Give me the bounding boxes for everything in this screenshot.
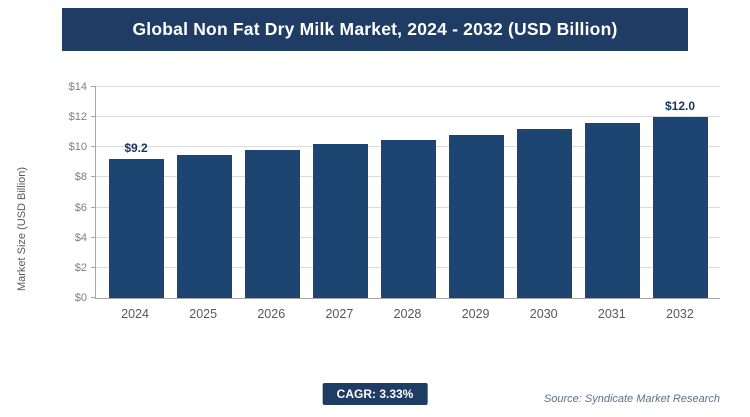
x-tick-label: 2024 xyxy=(121,307,149,321)
bar-slot xyxy=(312,87,368,298)
plot-area: $0 $2 $4 $6 $8 $10 $12 $14 $9.2 $12.0 xyxy=(69,81,720,304)
y-axis-title: Market Size (USD Billion) xyxy=(16,166,28,292)
y-tick-mark xyxy=(91,146,96,148)
gridline xyxy=(96,86,720,87)
y-tick-mark xyxy=(91,176,96,178)
bar-2031 xyxy=(584,123,640,298)
bar-slot xyxy=(584,87,640,298)
bar-2024: $9.2 xyxy=(108,141,164,298)
bar-slot xyxy=(244,87,300,298)
chart-title: Global Non Fat Dry Milk Market, 2024 - 2… xyxy=(132,19,618,39)
title-banner: Global Non Fat Dry Milk Market, 2024 - 2… xyxy=(62,8,688,51)
source-text: Source: Syndicate Market Research xyxy=(543,393,720,405)
y-tick-mark xyxy=(91,86,96,87)
y-tick-mark xyxy=(91,297,96,298)
bar-slot xyxy=(176,87,232,298)
y-tick-label: $12 xyxy=(68,111,87,124)
x-tick-label: 2027 xyxy=(325,307,354,321)
bar-slot xyxy=(448,87,504,298)
y-tick-label: $14 xyxy=(68,81,87,93)
y-tick-mark xyxy=(91,266,96,268)
chart-outer: $0 $2 $4 $6 $8 $10 $12 $14 $9.2 $12.0 2024 2025 20… xyxy=(69,81,720,321)
bar-slot xyxy=(516,87,572,298)
x-tick-label: 2026 xyxy=(257,307,286,321)
bar-2025 xyxy=(176,154,232,298)
bar-2027 xyxy=(312,144,368,298)
bar-value-label: $12.0 xyxy=(664,99,696,114)
cagr-badge: CAGR: 3.33% xyxy=(322,383,428,405)
x-tick-label: 2030 xyxy=(529,307,558,321)
x-tick-label: 2028 xyxy=(393,307,422,321)
y-tick-label: $8 xyxy=(74,171,87,184)
y-tick-mark xyxy=(91,236,96,238)
y-tick-mark xyxy=(91,116,96,118)
x-tick-label: 2025 xyxy=(189,307,218,321)
bar-value-label: $9.2 xyxy=(124,141,148,156)
chart-region: Market Size (USD Billion) $0 $2 $4 $6 $8 $10 $… xyxy=(0,81,750,321)
x-labels: 2024 2025 2026 2027 2028 2029 2030 2031 2032 xyxy=(95,307,720,321)
bar-2032: $12.0 xyxy=(652,99,708,298)
y-tick-mark xyxy=(91,206,96,208)
bar-2028 xyxy=(380,139,436,298)
bar-slot: $9.2 xyxy=(108,87,164,298)
y-tick-label: $0 xyxy=(74,292,87,304)
bar-2026 xyxy=(244,150,300,298)
footer: CAGR: 3.33% Source: Syndicate Market Res… xyxy=(0,383,750,409)
bar-slot xyxy=(380,87,436,298)
bars: $9.2 $12.0 xyxy=(96,87,720,298)
y-tick-label: $2 xyxy=(74,261,87,274)
y-tick-label: $6 xyxy=(74,201,87,214)
x-tick-label: 2029 xyxy=(461,307,490,321)
bar-slot: $12.0 xyxy=(652,87,708,298)
bar-2029 xyxy=(448,135,504,298)
y-tick-label: $10 xyxy=(68,141,87,154)
gridline xyxy=(96,116,720,118)
y-tick-label: $4 xyxy=(74,231,87,244)
x-tick-label: 2032 xyxy=(666,307,694,321)
x-tick-label: 2031 xyxy=(597,307,626,321)
bar-2030 xyxy=(516,129,572,298)
